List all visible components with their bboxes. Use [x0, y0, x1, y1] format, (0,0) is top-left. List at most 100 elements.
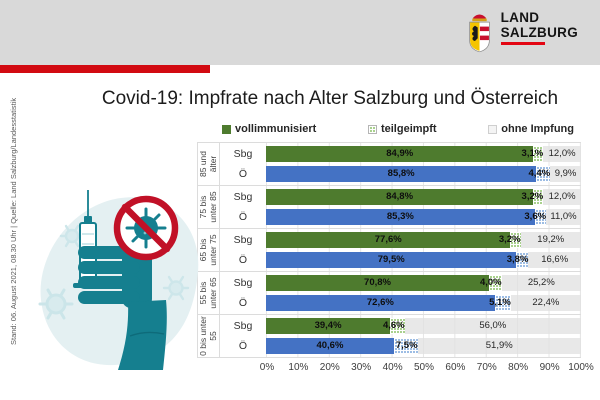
region-label: Ö	[238, 254, 248, 266]
segment-vollimmunisiert: 84,8%	[266, 189, 534, 205]
legend-label: teilgeimpft	[380, 123, 437, 135]
bar-row-Sbg: Sbg 39,4% 4,6% 56,0%	[220, 316, 581, 336]
segment-vollimmunisiert: 70,8%	[266, 275, 490, 291]
legend-item-vollimmunisiert: vollimmunisiert	[222, 123, 316, 135]
value-label-vollimmunisiert: 40,6%	[316, 340, 344, 351]
region-label: Sbg	[233, 148, 253, 160]
x-axis-tick: 40%	[382, 362, 403, 373]
segment-teilgeimpft	[393, 338, 418, 354]
region-label: Sbg	[233, 191, 253, 203]
stacked-bar: 40,6% 7,5% 51,9%	[266, 338, 581, 354]
value-label-ohne-impfung: 19,2%	[537, 234, 565, 245]
segment-ohne-impfung	[543, 146, 581, 162]
value-label-teilgeimpft: 3,2%	[521, 191, 544, 202]
value-label-vollimmunisiert: 85,8%	[387, 168, 415, 179]
logo-line-1: LAND	[500, 10, 540, 25]
x-axis-tick: 100%	[568, 362, 594, 373]
group-rows: Sbg 39,4% 4,6% 56,0% Ö 40,6% 7,5% 51,9%	[220, 315, 581, 357]
group-rows: Sbg 77,6% 3,2% 19,2% Ö 79,5% 3,8% 16,6%	[220, 229, 581, 271]
segment-ohne-impfung	[501, 275, 581, 291]
bar-row-Ö: Ö 72,6% 5,1% 22,4%	[220, 293, 581, 313]
logo-line-2: SALZBURG	[500, 24, 578, 40]
age-group-block: 75 bis unter 85 Sbg 84,8% 3,2% 12,0% Ö 85,3% 3,…	[197, 185, 581, 228]
legend-swatch-hatch-icon	[367, 124, 377, 134]
value-label-ohne-impfung: 11,0%	[550, 211, 577, 222]
bar-row-Sbg: Sbg 84,8% 3,2% 12,0%	[220, 187, 581, 207]
segment-ohne-impfung	[404, 318, 581, 334]
segment-teilgeimpft	[494, 295, 511, 311]
red-accent-bar	[0, 65, 210, 73]
x-axis-tick: 60%	[445, 362, 466, 373]
chart-groups: 85 und älter Sbg 84,9% 3,1% 12,0% Ö 85,8% 4,4% 9…	[197, 142, 581, 358]
legend-swatch-green-icon	[222, 124, 231, 134]
value-label-teilgeimpft: 3,2%	[498, 234, 521, 245]
x-axis-tick: 0%	[259, 362, 275, 373]
x-axis-tick: 80%	[508, 362, 529, 373]
age-group-block: 0 bis unter 55 Sbg 39,4% 4,6% 56,0% Ö 40,6% 7,5…	[197, 314, 581, 357]
region-label: Ö	[238, 168, 248, 180]
value-label-vollimmunisiert: 72,6%	[366, 297, 394, 308]
header-bar: LAND SALZBURG	[0, 0, 600, 65]
value-label-teilgeimpft: 4,6%	[382, 320, 405, 331]
value-label-ohne-impfung: 12,0%	[548, 191, 576, 202]
age-group-block: 55 bis unter 65 Sbg 70,8% 4,0% 25,2% Ö 72,6% 5,…	[197, 271, 581, 314]
segment-teilgeimpft	[536, 166, 551, 182]
value-label-teilgeimpft: 5,1%	[489, 297, 511, 308]
segment-vollimmunisiert: 39,4%	[266, 318, 391, 334]
value-label-teilgeimpft: 3,8%	[506, 254, 529, 265]
segment-ohne-impfung	[550, 166, 581, 182]
segment-ohne-impfung	[546, 209, 581, 225]
stacked-bar: 79,5% 3,8% 16,6%	[266, 252, 581, 268]
stacked-bar: 84,8% 3,2% 12,0%	[266, 189, 581, 205]
value-label-teilgeimpft: 3,1%	[521, 148, 544, 159]
age-axis-cell: 75 bis unter 85	[197, 186, 220, 228]
x-axis: 0% 10% 20% 30% 40% 50% 60% 70% 80% 90% 100%	[260, 362, 594, 377]
stacked-bar: 39,4% 4,6% 56,0%	[266, 318, 581, 334]
legend-label: ohne Impfung	[501, 123, 574, 135]
stacked-bar: 85,8% 4,4% 9,9%	[266, 166, 581, 182]
segment-vollimmunisiert: 40,6%	[266, 338, 394, 354]
value-label-ohne-impfung: 25,2%	[527, 277, 555, 288]
region-label: Ö	[238, 297, 248, 309]
segment-vollimmunisiert: 84,9%	[266, 146, 534, 162]
stacked-bar: 84,9% 3,1% 12,0%	[266, 146, 581, 162]
value-label-vollimmunisiert: 79,5%	[377, 254, 405, 265]
value-label-ohne-impfung: 51,9%	[485, 340, 513, 351]
segment-ohne-impfung	[417, 338, 581, 354]
bar-row-Sbg: Sbg 77,6% 3,2% 19,2%	[220, 230, 581, 250]
value-label-vollimmunisiert: 77,6%	[374, 234, 402, 245]
land-salzburg-logo: LAND SALZBURG	[466, 10, 578, 53]
vaccination-illustration	[38, 190, 199, 370]
group-rows: Sbg 70,8% 4,0% 25,2% Ö 72,6% 5,1% 22,4%	[220, 272, 581, 314]
x-axis-tick: 30%	[351, 362, 372, 373]
bar-row-Ö: Ö 40,6% 7,5% 51,9%	[220, 336, 581, 356]
group-rows: Sbg 84,9% 3,1% 12,0% Ö 85,8% 4,4% 9,9%	[220, 143, 581, 185]
age-group-block: 65 bis unter 75 Sbg 77,6% 3,2% 19,2% Ö 79,5% 3,…	[197, 228, 581, 271]
bar-row-Sbg: Sbg 70,8% 4,0% 25,2%	[220, 273, 581, 293]
segment-vollimmunisiert: 85,3%	[266, 209, 535, 225]
segment-vollimmunisiert: 77,6%	[266, 232, 511, 248]
stacked-bar: 77,6% 3,2% 19,2%	[266, 232, 581, 248]
region-label: Sbg	[233, 320, 253, 332]
value-label-vollimmunisiert: 85,3%	[386, 211, 414, 222]
segment-vollimmunisiert: 79,5%	[266, 252, 517, 268]
value-label-ohne-impfung: 22,4%	[532, 297, 560, 308]
segment-teilgeimpft	[534, 209, 547, 225]
salzburg-crest-icon	[468, 14, 490, 53]
bar-row-Ö: Ö 79,5% 3,8% 16,6%	[220, 250, 581, 270]
segment-ohne-impfung	[543, 189, 581, 205]
segment-ohne-impfung	[528, 252, 581, 268]
age-group-label: 85 und älter	[197, 151, 218, 177]
value-label-vollimmunisiert: 84,9%	[386, 148, 414, 159]
segment-teilgeimpft	[489, 275, 502, 291]
value-label-ohne-impfung: 9,9%	[554, 168, 577, 179]
value-label-ohne-impfung: 16,6%	[541, 254, 569, 265]
region-label: Ö	[238, 211, 248, 223]
logo-red-underline	[500, 42, 545, 45]
source-note: Stand: 06. August 2021, 08.30 Uhr | Quel…	[9, 97, 18, 345]
segment-vollimmunisiert: 72,6%	[266, 295, 495, 311]
segment-ohne-impfung	[520, 232, 581, 248]
segment-ohne-impfung	[510, 295, 581, 311]
segment-vollimmunisiert: 85,8%	[266, 166, 537, 182]
